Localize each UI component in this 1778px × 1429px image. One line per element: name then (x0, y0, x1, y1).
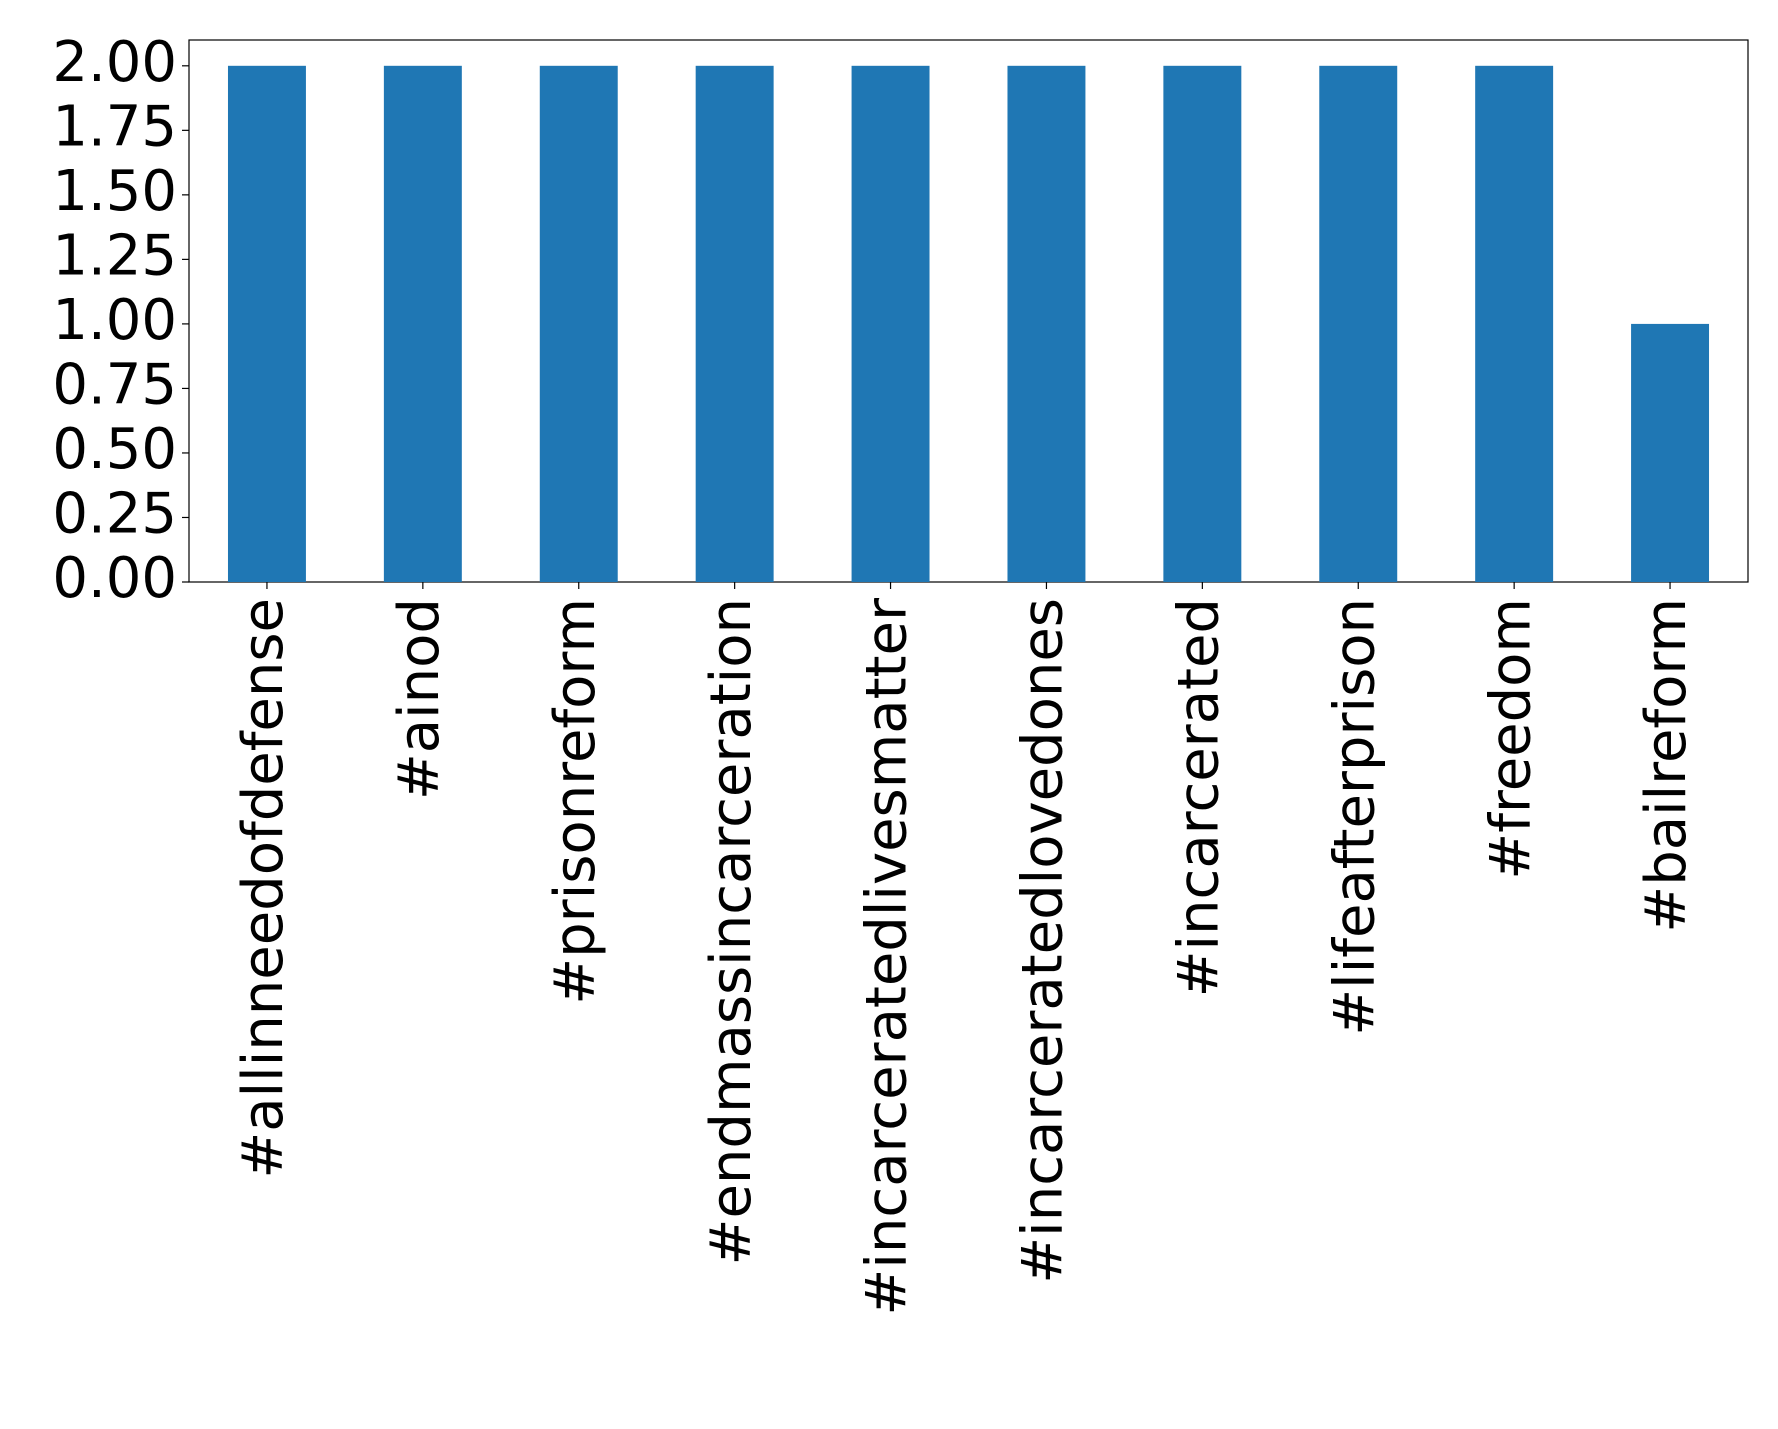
y-tick-label: 0.75 (52, 353, 177, 418)
y-tick-label: 0.25 (52, 482, 177, 547)
x-tick-label: #prisonreform (543, 598, 608, 1005)
x-tick-label: #incarcerated (1166, 598, 1231, 997)
x-tick-label: #incarceratedlovedones (1011, 598, 1076, 1284)
bar (383, 65, 462, 583)
bar (851, 65, 930, 583)
y-tick-label: 0.00 (52, 546, 177, 611)
y-tick-label: 0.50 (52, 417, 177, 482)
x-tick-label: #endmassincarceration (699, 598, 764, 1265)
bar (1319, 65, 1398, 583)
x-tick-label: #allinneedofdefense (231, 598, 296, 1179)
axes-frame (188, 39, 1749, 583)
y-tick-label: 1.75 (52, 94, 177, 159)
bar (1163, 65, 1242, 583)
x-tick-label: #freedom (1478, 598, 1543, 880)
y-tick-label: 1.50 (52, 159, 177, 224)
y-tick-label: 1.25 (52, 224, 177, 289)
bar (1475, 65, 1554, 583)
x-tick-label: #incarceratedlivesmatter (855, 597, 920, 1316)
bar (227, 65, 306, 583)
bar (1631, 323, 1710, 582)
y-tick-label: 2.00 (52, 30, 177, 95)
x-tick-label: #bailreform (1634, 598, 1699, 933)
bar (539, 65, 618, 583)
bar (695, 65, 774, 583)
y-tick-label: 1.00 (52, 288, 177, 353)
x-tick-label: #ainod (387, 598, 452, 800)
x-tick-label: #lifeafterprison (1322, 598, 1387, 1036)
bar (1007, 65, 1086, 583)
